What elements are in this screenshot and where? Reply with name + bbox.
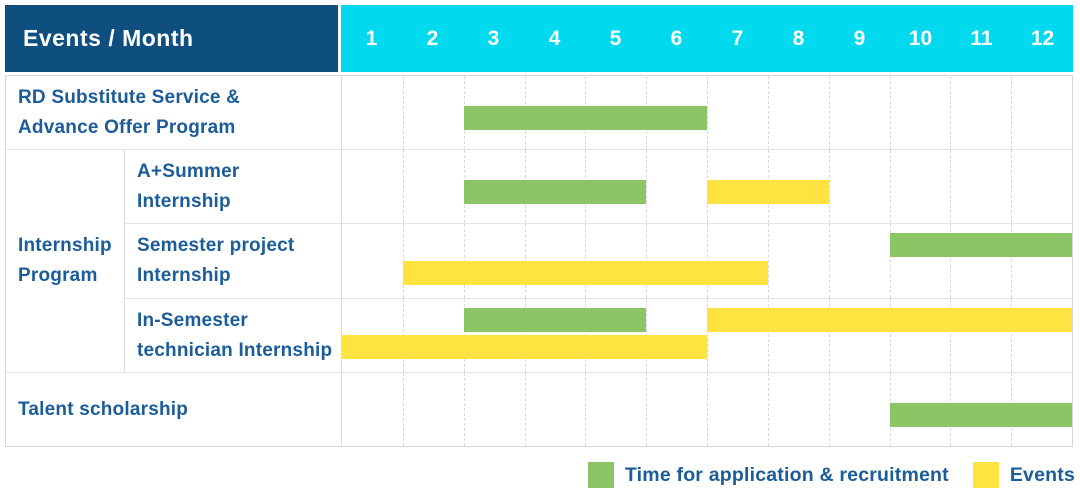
gantt-bar-events [707,308,1072,332]
gantt-bar-events [342,335,707,359]
month-label-12: 12 [1030,26,1055,50]
month-label-10: 10 [908,26,933,50]
row-label-line: In-Semester [137,309,248,331]
green-swatch-icon [587,462,614,488]
month-label-7: 7 [731,26,744,50]
row-label-line: RD Substitute Service & [18,86,241,108]
month-grid-line [463,373,465,446]
gantt-table: Events / Month 1 2 3 4 5 6 7 8 9 10 11 1… [5,5,1073,447]
legend-label-events: Events [1009,463,1075,486]
row-label-line: technician Internship [137,339,333,361]
month-label-11: 11 [970,26,993,50]
month-grid-line [585,373,587,446]
row-label-line: Semester project [137,235,295,256]
month-grid-line [707,76,708,149]
legend: Time for application & recruitment Event… [587,462,1075,488]
month-grid-line [828,150,830,223]
table-row-semester-project: Semester project Internship [125,223,1072,298]
gantt-bar-recruitment [463,105,707,130]
gantt-bar-recruitment [463,179,647,204]
legend-label-recruitment: Time for application & recruitment [624,463,949,486]
month-grid-line [889,76,891,149]
table-row-a-plus-summer: A+Summer Internship [125,150,1072,223]
row-label-line: A+Summer [137,160,240,182]
month-grid-line [828,373,830,446]
table-row-talent-scholarship: Talent scholarship [6,372,1072,446]
table-row-in-semester-technician: In-Semester technician Internship [125,298,1072,372]
month-grid-line [1011,76,1013,149]
month-grid-line [402,373,404,446]
row-label-a-plus-summer: A+Summer Internship [125,150,342,223]
table-header-row: Events / Month 1 2 3 4 5 6 7 8 9 10 11 1… [5,5,1073,72]
legend-item-events: Events [972,462,1075,488]
gantt-bar-recruitment [889,233,1072,257]
row-label-line: Internship [137,265,231,286]
month-grid-line [402,76,404,149]
month-grid-line [828,224,830,298]
row-label-talent-scholarship: Talent scholarship [6,373,342,446]
legend-item-recruitment: Time for application & recruitment [587,462,949,488]
month-header-strip: 1 2 3 4 5 6 7 8 9 10 11 12 [341,5,1073,72]
table-body: RD Substitute Service & Advance Offer Pr… [5,75,1073,447]
row-label-in-semester-technician: In-Semester technician Internship [125,299,342,372]
month-grid-line [707,373,708,446]
month-grid-line [767,76,769,149]
row-label-semester-project: Semester project Internship [125,224,342,298]
internship-program-subrows: A+Summer Internship Semester project Int… [125,150,1072,372]
month-label-1: 1 [365,26,378,50]
month-grid-line [646,150,648,223]
gantt-bar-recruitment [463,308,647,332]
gantt-bar-events [707,179,829,204]
month-label-5: 5 [609,26,622,50]
group-label-line: Program [18,265,98,286]
yellow-swatch-icon [972,462,999,488]
row-label-line: Advance Offer Program [18,116,236,138]
month-grid-line [402,150,404,223]
month-grid-line [889,150,891,223]
month-grid-line [950,150,952,223]
gantt-track-in-semester-technician [342,299,1072,372]
row-label-line: Internship [137,190,231,212]
month-grid-line [767,373,769,446]
month-grid-line [828,76,830,149]
month-label-8: 8 [792,26,805,50]
month-label-6: 6 [670,26,683,50]
events-month-header-cell: Events / Month [5,5,338,72]
month-grid-line [767,224,769,298]
gantt-bar-events [402,261,768,285]
table-row-rd-substitute: RD Substitute Service & Advance Offer Pr… [6,76,1072,149]
gantt-track-a-plus-summer [342,150,1072,223]
month-label-2: 2 [426,26,439,50]
gantt-track-rd-substitute [342,76,1072,149]
month-label-3: 3 [487,26,500,50]
month-grid-line [950,76,952,149]
month-grid-line [646,373,648,446]
month-grid-line [524,373,526,446]
row-label-rd-substitute: RD Substitute Service & Advance Offer Pr… [6,76,342,149]
row-label-line: Talent scholarship [18,398,189,420]
month-label-4: 4 [548,26,561,50]
month-grid-line [1011,150,1013,223]
gantt-bar-recruitment [889,402,1072,427]
table-rowgroup-internship-program: Internship Program A+Summer Internship S… [6,149,1072,372]
gantt-track-semester-project [342,224,1072,298]
group-label-line: Internship [18,235,112,256]
month-label-9: 9 [853,26,866,50]
events-month-title: Events / Month [23,25,194,51]
group-label-internship-program: Internship Program [6,150,125,372]
gantt-track-talent-scholarship [342,373,1072,446]
